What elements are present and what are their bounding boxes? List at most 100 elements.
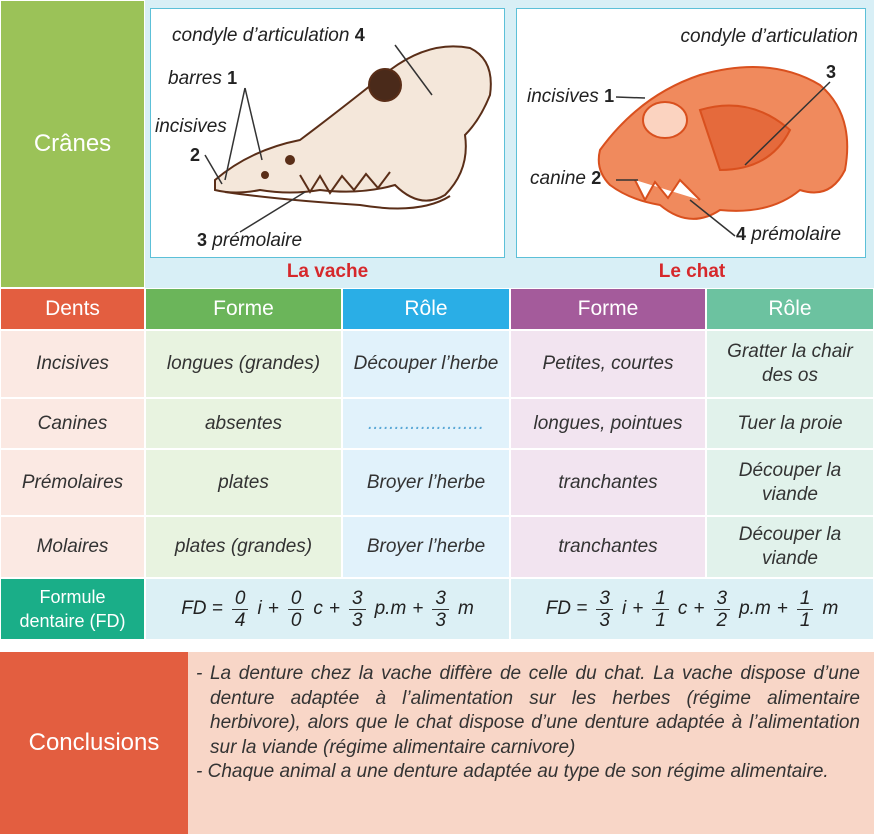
table-cell: plates [145,449,342,516]
header-cell: Forme [145,288,342,330]
cow-label-2-text: incisives [155,116,227,137]
cat-label-2: canine 2 [530,167,601,190]
cat-label-condyle: condyle d’articulation [680,26,858,47]
label-text: incisives [527,86,599,107]
cat-pointers [615,81,831,237]
table-cell: tranchantes [510,449,706,516]
conclusions-text: - La denture chez la vache diffère de ce… [196,662,860,785]
numerator: 3 [716,587,728,609]
table-cell: ...................... [342,398,510,449]
cow-label-4: condyle d’articulation 4 [172,24,365,47]
label-text: condyle d’articulation [172,25,350,46]
formula-unit: i [621,598,627,619]
table-cell: Broyer l’herbe [342,516,510,578]
cow-skull [214,45,492,210]
table-cell: absentes [145,398,342,449]
formula-operator: + [632,598,644,619]
header-cell: Rôle [706,288,874,330]
conclusion-item: - La denture chez la vache diffère de ce… [196,663,860,758]
row-label: Molaires [0,516,145,578]
cow-pointers [204,44,433,233]
row-label: Prémolaires [0,449,145,516]
formula: FD = 3 3 i +1 1 c +3 2 p.m +1 1 m [543,588,842,631]
numerator: 1 [799,587,811,609]
conclusion-item: - Chaque animal a une denture adaptée au… [196,761,829,782]
formula-unit: c [313,598,323,619]
formula-unit: p.m [739,598,771,619]
numerator: 1 [655,587,666,609]
cow-caption: La vache [286,261,369,282]
label-text: barres [168,68,222,89]
formula-unit: c [677,598,688,619]
formula-lhs: FD = [545,598,588,619]
row-label: Canines [0,398,145,449]
label-number: 2 [591,168,602,188]
formula-unit: m [822,598,839,619]
formula-unit: p.m [374,598,407,619]
formula-operator: + [328,598,341,619]
denominator: 3 [432,608,449,631]
table-cell: Tuer la proie [706,398,874,449]
conclusions-label: Conclusions [0,652,188,834]
formula: FD = 0 4 i +0 0 c +3 3 p.m +3 3 m [178,588,477,631]
denominator: 3 [349,608,366,631]
table-cell: Broyer l’herbe [342,449,510,516]
header-cell: Dents [0,288,145,330]
formula-label: Formule dentaire (FD) [0,578,145,640]
cow-label-2-number: 2 [190,145,201,165]
formula-cell: FD = 0 4 i +0 0 c +3 3 p.m +3 3 m [145,578,510,640]
label-text: prémolaire [751,224,842,245]
cat-label-4: 4 prémolaire [736,223,841,246]
table-cell: longues, pointues [510,398,706,449]
numerator: 3 [599,587,610,609]
denominator: 1 [796,608,814,631]
cat-label-3: 3 [826,62,837,82]
row-label: Incisives [0,330,145,398]
formula-operator: + [693,598,705,619]
label-number: 1 [604,86,615,106]
cat-caption: Le chat [658,261,726,282]
label-text: canine [530,168,586,189]
table-cell: tranchantes [510,516,706,578]
table-cell: Gratter la chair des os [706,330,874,398]
label-number: 4 [354,25,365,45]
label-number: 3 [197,230,208,250]
table-cell: Petites, courtes [510,330,706,398]
table-cell: longues (grandes) [145,330,342,398]
formula-cell: FD = 3 3 i +1 1 c +3 2 p.m +1 1 m [510,578,874,640]
numerator: 0 [290,587,302,609]
denominator: 0 [287,608,305,631]
header-cell: Rôle [342,288,510,330]
formula-operator: + [776,598,788,619]
denominator: 4 [231,608,249,631]
label-text: prémolaire [212,230,303,251]
denominator: 3 [596,608,613,631]
header-cell: Forme [510,288,706,330]
table-cell: plates (grandes) [145,516,342,578]
formula-unit: i [257,598,262,619]
table-cell: Découper l’herbe [342,330,510,398]
numerator: 3 [435,587,446,609]
numerator: 0 [234,587,246,609]
denominator: 2 [713,608,731,631]
cat-skull [597,66,849,220]
formula-operator: + [267,598,279,619]
formula-operator: + [412,598,424,619]
cow-label-1: barres 1 [168,67,237,90]
table-cell: Découper la viande [706,516,874,578]
cat-label-1: incisives 1 [527,85,614,108]
skull-drawings [204,44,849,237]
formula-unit: m [457,598,474,619]
label-number: 4 [736,224,747,244]
cow-label-3: 3 prémolaire [197,229,302,252]
label-number: 1 [227,68,238,88]
